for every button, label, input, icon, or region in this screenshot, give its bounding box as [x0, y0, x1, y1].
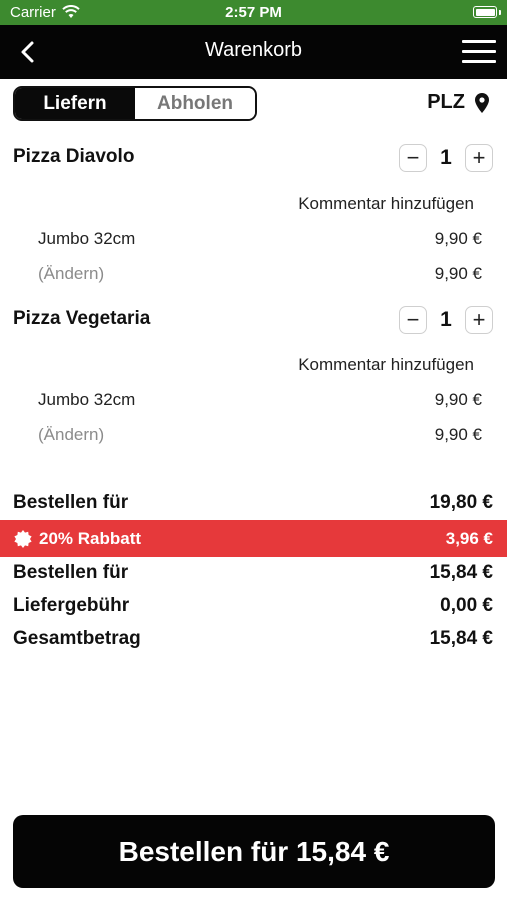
- add-comment-link[interactable]: Kommentar hinzufügen: [298, 194, 474, 213]
- cart-item-name: Pizza Diavolo: [13, 146, 135, 167]
- status-bar: Carrier 2:57 PM: [0, 0, 507, 25]
- wifi-icon: [62, 5, 80, 18]
- nav-bar: Warenkorb: [0, 25, 507, 79]
- delivery-fee-value: 0,00 €: [440, 595, 493, 616]
- plz-label: PLZ: [427, 91, 465, 113]
- hamburger-menu-icon[interactable]: [462, 40, 496, 64]
- discount-label: 20% Rabbatt: [39, 529, 142, 548]
- summary-subtotal-row: Bestellen für 19,80 €: [0, 488, 507, 520]
- increase-quantity-button[interactable]: +: [465, 306, 493, 334]
- grand-total-label: Gesamtbetrag: [13, 628, 141, 649]
- item-total: 9,90 €: [434, 425, 482, 444]
- place-order-button[interactable]: Bestellen für 15,84 €: [13, 815, 495, 888]
- after-discount-value: 15,84 €: [429, 562, 493, 583]
- discount-row: 20% Rabbatt 3,96 €: [0, 520, 507, 557]
- decrease-quantity-button[interactable]: −: [399, 144, 427, 172]
- quantity-value: 1: [440, 308, 452, 331]
- increase-quantity-button[interactable]: +: [465, 144, 493, 172]
- quantity-value: 1: [440, 146, 452, 169]
- tab-liefern[interactable]: Liefern: [15, 88, 135, 119]
- after-discount-label: Bestellen für: [13, 562, 129, 583]
- subtotal-value: 19,80 €: [429, 492, 493, 513]
- quantity-stepper: − 1 +: [399, 144, 493, 172]
- battery-icon: [473, 6, 497, 18]
- location-pin-icon: [475, 92, 489, 113]
- change-item-link[interactable]: (Ändern): [38, 264, 105, 283]
- item-size-price: 9,90 €: [434, 390, 482, 409]
- grand-total-value: 15,84 €: [429, 628, 493, 649]
- page-title: Warenkorb: [204, 39, 303, 61]
- battery-tip: [499, 10, 501, 15]
- tab-abholen[interactable]: Abholen: [135, 88, 255, 119]
- delivery-mode-toggle: Liefern Abholen: [13, 86, 257, 121]
- carrier-label: Carrier: [10, 4, 56, 21]
- change-item-link[interactable]: (Ändern): [38, 425, 105, 444]
- quantity-stepper: − 1 +: [399, 306, 493, 334]
- item-size: Jumbo 32cm: [38, 390, 136, 409]
- delivery-fee-row: Liefergebühr 0,00 €: [0, 591, 507, 623]
- summary-after-discount-row: Bestellen für 15,84 €: [0, 558, 507, 590]
- item-total: 9,90 €: [434, 264, 482, 283]
- back-icon[interactable]: [14, 38, 42, 66]
- plz-selector[interactable]: PLZ: [427, 91, 491, 114]
- discount-value: 3,96 €: [445, 529, 493, 548]
- grand-total-row: Gesamtbetrag 15,84 €: [0, 624, 507, 656]
- subtotal-label: Bestellen für: [13, 492, 129, 513]
- delivery-fee-label: Liefergebühr: [13, 595, 130, 616]
- discount-badge-icon: [14, 530, 32, 548]
- add-comment-link[interactable]: Kommentar hinzufügen: [298, 355, 474, 374]
- decrease-quantity-button[interactable]: −: [399, 306, 427, 334]
- status-time: 2:57 PM: [225, 4, 282, 21]
- cart-item-name: Pizza Vegetaria: [13, 308, 151, 329]
- item-size-price: 9,90 €: [434, 229, 482, 248]
- item-size: Jumbo 32cm: [38, 229, 136, 248]
